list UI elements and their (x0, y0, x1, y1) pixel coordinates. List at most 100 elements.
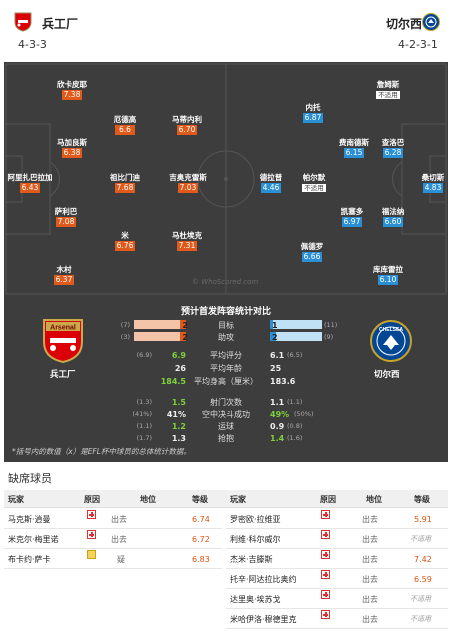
player-rating: 7.31 (176, 241, 198, 251)
home-stat-prev: (6.9) (136, 351, 152, 359)
player-rating: 6.28 (382, 148, 404, 158)
away-player-2[interactable]: 内托 6.87 (283, 103, 343, 123)
away-player-9[interactable]: 福法纳 6.60 (363, 207, 423, 227)
home-player-4[interactable]: 萨利巴 7.08 (36, 207, 96, 227)
home-assists-fill (180, 332, 186, 341)
stat-row-dribbles: (1.1) 1.2 运球 0.9 (0.8) (4, 421, 448, 432)
absent-player-name[interactable]: 杰米·吉滕斯 (230, 555, 273, 564)
home-player-6[interactable]: 厄德高 6.6 (95, 115, 155, 135)
col-player: 玩家 (230, 495, 246, 504)
home-stat-value: 1.5 (171, 398, 186, 407)
home-player-10[interactable]: 吉奥克雷斯 7.03 (158, 173, 218, 193)
injury-icon (87, 510, 96, 519)
player-rating: 6.97 (341, 217, 363, 227)
stat-label: 射门次数 (210, 398, 242, 407)
stat-row-avg-age: 26 平均年龄 25 (4, 363, 448, 374)
home-stat-value: 2 (182, 321, 188, 330)
absent-status: 出去 (362, 575, 378, 584)
table-row: 布卡约·萨卡 疑 6.83 (4, 550, 222, 569)
away-player-8[interactable]: 凯塞多 6.97 (322, 207, 382, 227)
stat-label: 平均年龄 (210, 364, 242, 373)
away-goals-bar (270, 320, 322, 329)
player-name: 马杜埃克 (172, 231, 202, 240)
absent-rating: 不适用 (410, 535, 431, 543)
away-formation: 4-2-3-1 (398, 38, 438, 51)
player-rating: 4.83 (422, 183, 444, 193)
home-player-11[interactable]: 马杜埃克 7.31 (157, 231, 217, 251)
away-stat-value: 0.9 (270, 422, 285, 431)
home-stat-value: 2 (182, 333, 188, 342)
player-rating: 7.38 (61, 90, 83, 100)
away-team-label: 切尔西 (374, 370, 400, 380)
player-rating: 不适用 (376, 91, 400, 99)
player-name: 德拉普 (259, 173, 283, 182)
away-player-6[interactable]: 德拉普 4.46 (241, 173, 301, 193)
absent-rating: 5.91 (414, 515, 432, 524)
home-player-8[interactable]: 米 6.76 (95, 231, 155, 251)
player-name: 桑切斯 (421, 173, 445, 182)
col-player: 玩家 (8, 495, 24, 504)
home-team-name[interactable]: 兵工厂 (42, 17, 79, 31)
absent-player-name[interactable]: 米克尔·梅里诺 (8, 535, 59, 544)
away-player-11[interactable]: 库库雷拉 6.10 (358, 265, 418, 285)
player-name: 查洛巴 (381, 138, 405, 147)
absent-player-name[interactable]: 米哈伊洛·穆德里克 (230, 615, 297, 624)
home-player-1[interactable]: 欣卡皮耶 7.38 (42, 80, 102, 100)
away-player-1[interactable]: 詹姆斯 不适用 (358, 80, 418, 100)
away-stat-value: 25 (270, 364, 282, 373)
player-name: 佩德罗 (300, 242, 324, 251)
away-player-3[interactable]: 查洛巴 6.28 (363, 138, 423, 158)
absent-player-name[interactable]: 利维·科尔威尔 (230, 535, 281, 544)
absent-player-name[interactable]: 罗密欧·拉维亚 (230, 515, 281, 524)
player-name: 马蒂内利 (172, 115, 202, 124)
absent-player-name[interactable]: 达里奥·埃苏戈 (230, 595, 281, 604)
home-stat-value: 1.3 (171, 434, 186, 443)
away-player-7[interactable]: 帕尔默 不适用 (284, 173, 344, 193)
away-player-10[interactable]: 佩德罗 6.66 (282, 242, 342, 262)
away-player-5[interactable]: 桑切斯 4.83 (403, 173, 448, 193)
away-stat-prev: (1.6) (287, 434, 303, 442)
player-name: 吉奥克雷斯 (169, 173, 207, 182)
stat-label: 空中决斗成功 (202, 410, 250, 419)
player-name: 马加良斯 (57, 138, 87, 147)
stat-label: 平均评分 (210, 351, 242, 360)
watermark: © WhoScored.com (192, 278, 259, 286)
home-player-7[interactable]: 祖比门迪 7.68 (95, 173, 155, 193)
table-row: 达里奥·埃苏戈 出去 不适用 (226, 590, 448, 609)
home-player-3[interactable]: 阿里扎巴拉加 6.43 (4, 173, 60, 193)
absent-player-name[interactable]: 布卡约·萨卡 (8, 555, 51, 564)
injury-icon (321, 590, 330, 599)
home-player-2[interactable]: 马加良斯 6.38 (42, 138, 102, 158)
home-stat-prev: (1.1) (136, 422, 152, 430)
home-stat-value: 1.2 (171, 422, 186, 431)
player-rating: 6.38 (61, 148, 83, 158)
absent-player-name[interactable]: 马克斯·逍曼 (8, 515, 51, 524)
away-team-name[interactable]: 切尔西 (386, 17, 423, 31)
away-stat-value: 1 (272, 321, 278, 330)
player-name: 内托 (305, 103, 321, 112)
absent-player-name[interactable]: 托辛·阿达拉比奥约 (230, 575, 297, 584)
table-row: 罗密欧·拉维亚 出去 5.91 (226, 510, 448, 529)
absent-rating: 不适用 (410, 615, 431, 623)
home-goals-fill (180, 320, 186, 329)
absent-rating: 不适用 (410, 595, 431, 603)
table-row: 利维·科尔威尔 出去 不适用 (226, 530, 448, 549)
away-player-4[interactable]: 费南德斯 6.15 (324, 138, 384, 158)
player-name: 厄德高 (113, 115, 137, 124)
away-stat-value: 1.4 (270, 434, 285, 443)
away-stat-prev: (9) (324, 333, 334, 341)
home-player-5[interactable]: 木村 6.37 (34, 265, 94, 285)
player-rating: 6.76 (114, 241, 136, 251)
player-name: 詹姆斯 (376, 80, 400, 89)
player-name: 祖比门迪 (110, 173, 140, 182)
stat-row-aerials: (41%) 41% 空中决斗成功 49% (50%) (4, 409, 448, 420)
pitch: 欣卡皮耶 7.38 马加良斯 6.38 阿里扎巴拉加 6.43 萨利巴 7.08… (4, 62, 448, 296)
player-name: 欣卡皮耶 (57, 80, 87, 89)
away-stat-value: 49% (270, 410, 290, 419)
injury-icon (87, 530, 96, 539)
home-stat-value: 184.5 (160, 377, 186, 386)
stat-row-avg-height: 184.5 平均身高（厘米） 183.6 (4, 376, 448, 387)
home-player-9[interactable]: 马蒂内利 6.70 (157, 115, 217, 135)
col-rating: 等级 (192, 495, 208, 504)
home-assists-bar (134, 332, 186, 341)
